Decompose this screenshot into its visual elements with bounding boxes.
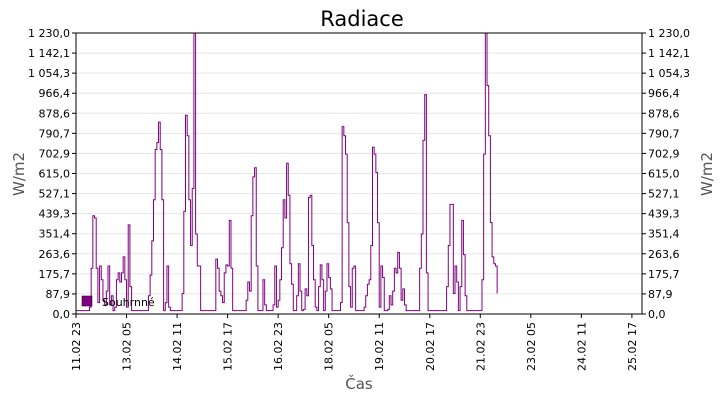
y-tick-label-right: 1 142,1: [648, 47, 690, 60]
y-tick-label-left: 87,9: [46, 288, 71, 301]
x-tick-label: 20.02 17: [424, 322, 437, 371]
x-tick-label: 14.02 11: [171, 322, 184, 371]
y-tick-label-left: 0,0: [53, 308, 71, 321]
y-tick-label-right: 527,1: [648, 188, 680, 201]
x-tick-label: 16.02 23: [272, 322, 285, 371]
y-tick-label-right: 0,0: [648, 308, 666, 321]
y-tick-label-left: 527,1: [39, 188, 71, 201]
x-tick-label: 11.02 23: [70, 322, 83, 371]
y-tick-label-right: 966,4: [648, 87, 680, 100]
y-tick-label-right: 439,3: [648, 208, 680, 221]
y-tick-label-right: 615,0: [648, 168, 680, 181]
y-tick-label-left: 263,6: [39, 248, 71, 261]
y-tick-label-left: 790,7: [39, 127, 71, 140]
x-tick-label: 19.02 11: [373, 322, 386, 371]
gridlines: [76, 32, 642, 315]
y-tick-label-left: 702,9: [39, 147, 71, 160]
x-axis: 11.02 23 13.02 05 14.02 11 15.02 17 16.02 23…: [70, 314, 639, 371]
y-tick-label-right: 175,7: [648, 268, 680, 281]
series-lines: [76, 32, 498, 312]
y-tick-label-right: 87,9: [648, 288, 673, 301]
x-tick-label: 18.02 05: [323, 322, 336, 371]
x-tick-label: 24.02 11: [575, 322, 588, 371]
x-tick-label: 25.02 17: [626, 322, 639, 371]
x-tick-label: 21.02 23: [474, 322, 487, 371]
legend-swatch: [81, 295, 93, 307]
series-line: [76, 32, 498, 312]
y-tick-label-left: 1 230,0: [28, 27, 70, 40]
y-tick-label-left: 439,3: [39, 208, 71, 221]
legend-label: Souhrnné: [102, 296, 155, 309]
y-tick-label-right: 702,9: [648, 147, 680, 160]
y-axis-label-right: W/m2: [698, 152, 716, 196]
chart-title: Radiace: [320, 7, 404, 31]
y-tick-label-right: 263,6: [648, 248, 680, 261]
y-tick-label-left: 966,4: [39, 87, 71, 100]
y-tick-label-left: 351,4: [39, 228, 71, 241]
y-tick-label-left: 175,7: [39, 268, 71, 281]
y-axis-label-left: W/m2: [10, 152, 28, 196]
x-tick-label: 23.02 05: [525, 322, 538, 371]
y-tick-label-right: 1 054,3: [648, 67, 690, 80]
y-tick-label-left: 878,6: [39, 107, 71, 120]
x-tick-label: 13.02 05: [121, 322, 134, 371]
y-tick-label-right: 1 230,0: [648, 27, 690, 40]
y-tick-label-left: 1 054,3: [28, 67, 70, 80]
y-axis-left: 0,0 87,9 175,7 263,6 351,4 439,3 527,1 615,0 702…: [28, 27, 76, 321]
y-axis-right: 0,0 87,9 175,7 263,6 351,4 439,3 527,1 615,0 702…: [642, 27, 690, 321]
x-axis-label: Čas: [345, 374, 373, 393]
y-tick-label-right: 790,7: [648, 127, 680, 140]
y-tick-label-right: 351,4: [648, 228, 680, 241]
y-tick-label-right: 878,6: [648, 107, 680, 120]
y-tick-label-left: 615,0: [39, 168, 71, 181]
y-tick-label-left: 1 142,1: [28, 47, 70, 60]
legend: Souhrnné: [81, 295, 155, 309]
x-tick-label: 15.02 17: [222, 322, 235, 371]
